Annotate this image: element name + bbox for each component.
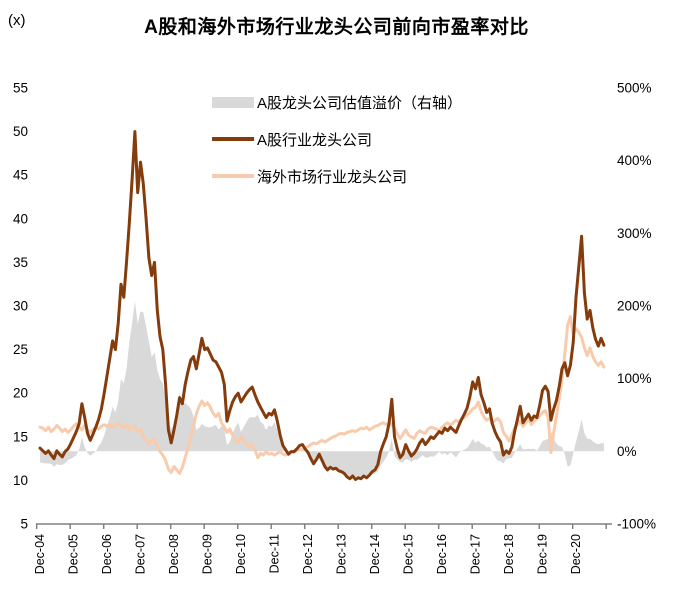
- x-tick-label: Dec-16: [435, 534, 449, 574]
- x-tick-label: Dec-20: [569, 534, 583, 574]
- x-tick-label: Dec-07: [134, 534, 148, 574]
- x-tick-label: Dec-11: [268, 534, 282, 573]
- left-axis-unit-label: (x): [8, 12, 26, 29]
- x-tick-label: Dec-13: [335, 534, 349, 574]
- premium-area-series: [40, 301, 604, 478]
- x-tick-label: Dec-09: [201, 534, 215, 574]
- legend-item-overseas: 海外市场行业龙头公司: [212, 164, 462, 188]
- legend: A股龙头公司估值溢价（右轴） A股行业龙头公司 海外市场行业龙头公司: [212, 90, 462, 188]
- x-tick-label: Dec-15: [402, 534, 416, 574]
- left-axis-tick-label: 10: [13, 473, 28, 488]
- left-axis-tick-label: 15: [13, 429, 28, 444]
- x-tick-label: Dec-05: [67, 534, 81, 574]
- a-share-line-series: [38, 130, 606, 481]
- right-axis-tick-label: 0%: [617, 444, 637, 459]
- premium-area-swatch: [212, 96, 254, 108]
- left-axis-tick-label: 25: [13, 342, 28, 357]
- legend-item-premium: A股龙头公司估值溢价（右轴）: [212, 90, 462, 114]
- right-axis-tick-label: 300%: [617, 226, 652, 241]
- a-share-line-swatch: [212, 137, 254, 141]
- x-tick-label: Dec-06: [100, 534, 114, 574]
- left-axis-tick-label: 55: [13, 81, 28, 96]
- left-axis-tick-label: 5: [20, 517, 28, 532]
- x-tick-label: Dec-19: [536, 534, 550, 574]
- right-axis-tick-label: 200%: [617, 299, 652, 314]
- left-axis-tick-label: 20: [13, 386, 28, 401]
- x-tick-label: Dec-17: [469, 534, 483, 574]
- chart-title: A股和海外市场行业龙头公司前向市盈率对比: [144, 17, 529, 38]
- right-axis-tick-label: 400%: [617, 153, 652, 168]
- overseas-line-series: [38, 315, 606, 475]
- x-tick-label: Dec-08: [167, 534, 181, 574]
- x-tick-label: Dec-04: [33, 534, 47, 574]
- overseas-line-swatch: [212, 174, 254, 178]
- legend-label-a-share: A股行业龙头公司: [257, 131, 373, 149]
- left-axis-tick-label: 45: [13, 168, 28, 183]
- x-tick-label: Dec-14: [368, 534, 382, 574]
- x-tick-label: Dec-18: [502, 534, 516, 574]
- left-axis-tick-label: 50: [13, 124, 28, 139]
- legend-label-premium: A股龙头公司估值溢价（右轴）: [257, 94, 463, 112]
- x-tick-label: Dec-12: [301, 534, 315, 574]
- x-tick-label: Dec-10: [234, 534, 248, 574]
- left-axis-tick-label: 35: [13, 255, 28, 270]
- left-axis-tick-label: 40: [13, 211, 28, 226]
- right-axis-tick-label: 100%: [617, 371, 652, 386]
- right-axis-tick-label: -100%: [617, 517, 656, 532]
- legend-label-overseas: 海外市场行业龙头公司: [257, 168, 408, 186]
- right-axis-tick-label: 500%: [617, 81, 652, 96]
- legend-item-a-share: A股行业龙头公司: [212, 127, 462, 151]
- left-axis-tick-label: 30: [13, 299, 28, 314]
